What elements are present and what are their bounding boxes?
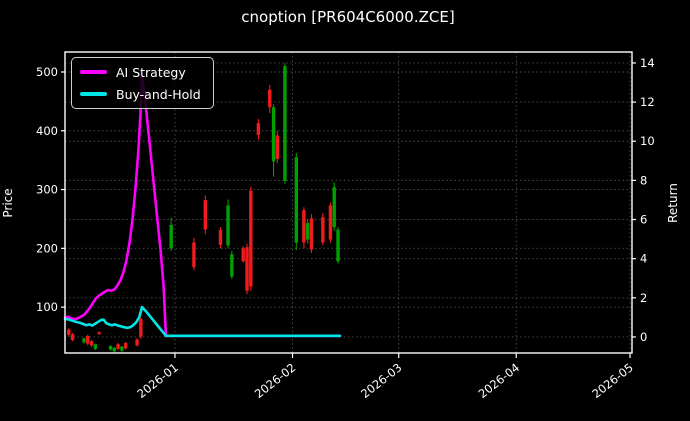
return-tick-label: 8 (640, 173, 647, 187)
axis-spines (64, 51, 633, 354)
price-tick-label: 300 (36, 183, 58, 197)
legend-label-buy-and-hold: Buy-and-Hold (116, 86, 201, 102)
candle-body-down (203, 200, 208, 230)
candle-body-up (112, 347, 116, 352)
candle-body-down (256, 123, 261, 135)
candle-body-down (302, 210, 306, 243)
month-tick-label: 2026-01 (134, 360, 180, 401)
candle-body-up (271, 107, 276, 162)
month-tick-label: 2026-03 (358, 360, 404, 401)
candle-body-up (82, 338, 86, 343)
price-tick-label: 400 (36, 124, 58, 138)
candle-body-down (275, 135, 280, 159)
ai-strategy-line-swatch (80, 70, 107, 74)
price-tick-label: 200 (36, 241, 58, 255)
legend: AI Strategy Buy-and-Hold (71, 57, 214, 109)
candle-body-up (120, 346, 124, 351)
candle-body-up (283, 66, 287, 181)
buy-and-hold-line-swatch (80, 92, 107, 96)
return-tick-label: 0 (640, 330, 647, 344)
candle-body-down (218, 230, 223, 245)
candle-body-down (249, 190, 253, 287)
month-tick-label: 2026-04 (476, 360, 522, 401)
return-tick-label: 2 (640, 291, 647, 305)
price-tick-label: 100 (36, 300, 58, 314)
candle-body-up (294, 157, 299, 243)
candle-body-down (97, 332, 101, 335)
candle-body-down (321, 217, 325, 243)
candle-body-up (230, 254, 234, 277)
candle-body-down (86, 335, 90, 344)
price-tick-label: 500 (36, 65, 58, 79)
candle-body-down (70, 334, 75, 341)
candle-body-down (89, 341, 94, 346)
candle-body-up (93, 344, 98, 349)
candle-body-up (305, 223, 310, 240)
candle-body-down (328, 205, 333, 240)
return-tick-label: 4 (640, 252, 647, 266)
month-tick-label: 2026-05 (589, 360, 635, 401)
candle-body-up (336, 229, 340, 262)
candle-body-up (226, 205, 230, 246)
candle-body-down (241, 248, 245, 262)
candle-body-down (135, 339, 139, 346)
candle-body-down (67, 329, 71, 335)
return-tick-label: 10 (640, 134, 655, 148)
candle-body-down (268, 89, 272, 108)
month-tick-label: 2026-02 (252, 360, 298, 401)
candle-body-down (139, 318, 143, 337)
legend-entry-buy-and-hold: Buy-and-Hold (80, 85, 201, 103)
return-tick-label: 14 (640, 56, 655, 70)
candle-body-down (245, 247, 249, 291)
return-tick-label: 6 (640, 213, 647, 227)
ai-strategy-line (63, 73, 342, 338)
candle-body-down (309, 218, 314, 250)
candle-body-up (169, 224, 173, 249)
candlesticks (67, 63, 340, 353)
buy-and-hold-line (63, 305, 342, 338)
legend-entry-ai-strategy: AI Strategy (80, 63, 201, 81)
legend-label-ai-strategy: AI Strategy (116, 64, 186, 80)
axis-ticks (61, 62, 636, 358)
candle-body-up (108, 345, 113, 350)
candle-body-up (332, 187, 336, 228)
return-tick-label: 12 (640, 95, 655, 109)
candle-body-down (192, 242, 196, 268)
candle-body-down (123, 343, 128, 349)
candle-body-down (116, 344, 120, 349)
chart-title: cnoption [PR604C6000.ZCE] (241, 8, 455, 26)
